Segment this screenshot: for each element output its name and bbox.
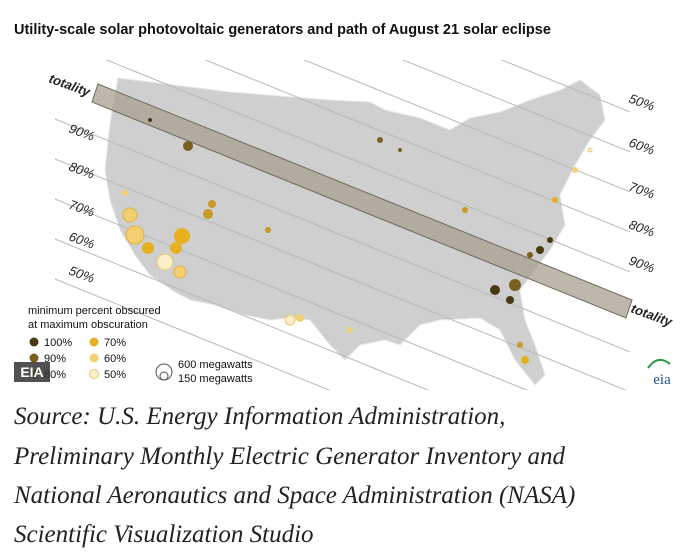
totality-label: totality	[629, 301, 675, 330]
isoline	[302, 60, 630, 193]
generator	[125, 225, 145, 245]
eia-logo: eia	[653, 372, 671, 388]
eia-logo-arc	[647, 358, 671, 369]
generator	[490, 285, 500, 295]
isoline	[105, 60, 630, 273]
left-label: 50%	[67, 263, 97, 286]
isoline	[55, 238, 430, 390]
generator	[572, 167, 578, 173]
isoline	[55, 118, 630, 353]
legend: minimum percent obscured at maximum obsc…	[28, 305, 253, 385]
generator	[377, 137, 383, 143]
generator	[347, 327, 353, 333]
legend-swatch	[29, 337, 39, 347]
generator	[462, 207, 468, 213]
generator	[521, 356, 529, 364]
generator	[284, 314, 296, 326]
generator	[208, 200, 216, 208]
generator	[183, 141, 193, 151]
left-label: 60%	[67, 229, 97, 252]
generator	[527, 252, 533, 258]
totality-label: totality	[47, 71, 93, 100]
left-label: 90%	[67, 121, 97, 144]
legend-title: minimum percent obscured	[28, 305, 161, 317]
generators	[122, 118, 593, 364]
generator	[122, 190, 128, 196]
right-label: 70%	[627, 179, 657, 202]
eia-logo-box	[14, 362, 50, 382]
left-label: 80%	[67, 159, 97, 182]
generator	[517, 342, 523, 348]
legend-item: 70%	[104, 337, 126, 349]
size-swatch	[159, 371, 169, 381]
totality-band	[91, 83, 633, 319]
generator	[173, 265, 187, 279]
legend-swatch	[29, 353, 39, 363]
generator	[203, 209, 213, 219]
right-label: 90%	[627, 253, 657, 276]
source-line: Preliminary Monthly Electric Generator I…	[13, 443, 566, 470]
isolines	[55, 60, 630, 390]
generator	[547, 237, 553, 243]
isoline	[55, 278, 331, 390]
generator	[398, 148, 402, 152]
generator	[296, 314, 304, 322]
eia-logo: EIA	[20, 364, 43, 380]
generator	[265, 227, 271, 233]
isoline	[55, 158, 627, 390]
legend-item: 50%	[104, 369, 126, 381]
legend-title: at maximum obscuration	[28, 319, 148, 331]
source-line: National Aeronautics and Space Administr…	[13, 482, 575, 509]
legend-item: 60%	[104, 353, 126, 365]
generator	[506, 296, 514, 304]
generator	[552, 197, 558, 203]
generator	[148, 118, 152, 122]
right-label: 80%	[627, 217, 657, 240]
source: Source: U.S. Energy Information Administ…	[13, 403, 575, 548]
generator	[122, 207, 138, 223]
generator	[170, 242, 182, 254]
source-line: Scientific Visualization Studio	[14, 521, 314, 548]
legend-item: 100%	[44, 337, 72, 349]
legend-swatch	[89, 369, 99, 379]
right-label: 50%	[627, 91, 657, 114]
generator	[174, 228, 190, 244]
legend-swatch	[89, 353, 99, 363]
right-label: 60%	[627, 135, 657, 158]
size-item: 600 megawatts	[178, 359, 253, 371]
isoline	[500, 60, 630, 113]
generator	[156, 253, 174, 271]
generator	[587, 147, 593, 153]
isoline	[401, 60, 630, 153]
left-label: 70%	[67, 197, 97, 220]
title: Utility-scale solar photovoltaic generat…	[14, 22, 551, 38]
generator	[536, 246, 544, 254]
legend-swatch	[89, 337, 99, 347]
generator	[142, 242, 154, 254]
size-item: 150 megawatts	[178, 373, 253, 385]
source-line: Source: U.S. Energy Information Administ…	[14, 403, 505, 430]
generator	[509, 279, 521, 291]
